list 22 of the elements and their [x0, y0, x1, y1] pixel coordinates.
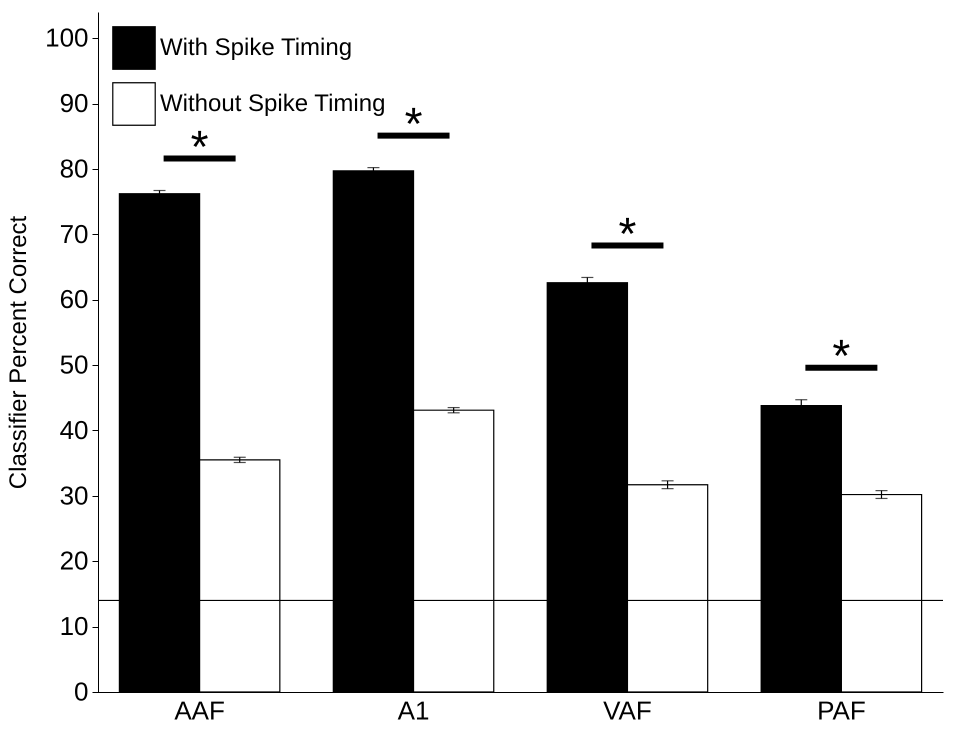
y-tick-label: 20: [60, 546, 88, 576]
y-tick-label: 90: [60, 88, 88, 118]
annotation: *: [618, 207, 637, 260]
legend-label: With Spike Timing: [160, 34, 352, 61]
annotation: *: [404, 98, 423, 150]
legend-label: Without Spike Timing: [160, 90, 386, 117]
y-tick-label: 10: [60, 611, 88, 642]
y-tick-label: 30: [60, 480, 88, 510]
y-axis-title: Classifier Percent Correct: [5, 215, 32, 490]
annotation: *: [832, 330, 850, 382]
y-tick-label: 100: [45, 22, 88, 53]
y-tick-label: 60: [60, 284, 88, 314]
x-tick-label: PAF: [817, 696, 866, 726]
y-tick-label: 80: [60, 153, 88, 184]
y-tick-label: 0: [74, 676, 88, 706]
annotation: *: [190, 120, 209, 172]
x-tick-label: A1: [398, 696, 430, 726]
x-tick-label: VAF: [603, 696, 652, 726]
x-tick-label: AAF: [174, 696, 225, 726]
y-tick-label: 70: [60, 218, 88, 249]
y-tick-label: 40: [60, 414, 88, 445]
y-tick-label: 50: [60, 350, 88, 380]
